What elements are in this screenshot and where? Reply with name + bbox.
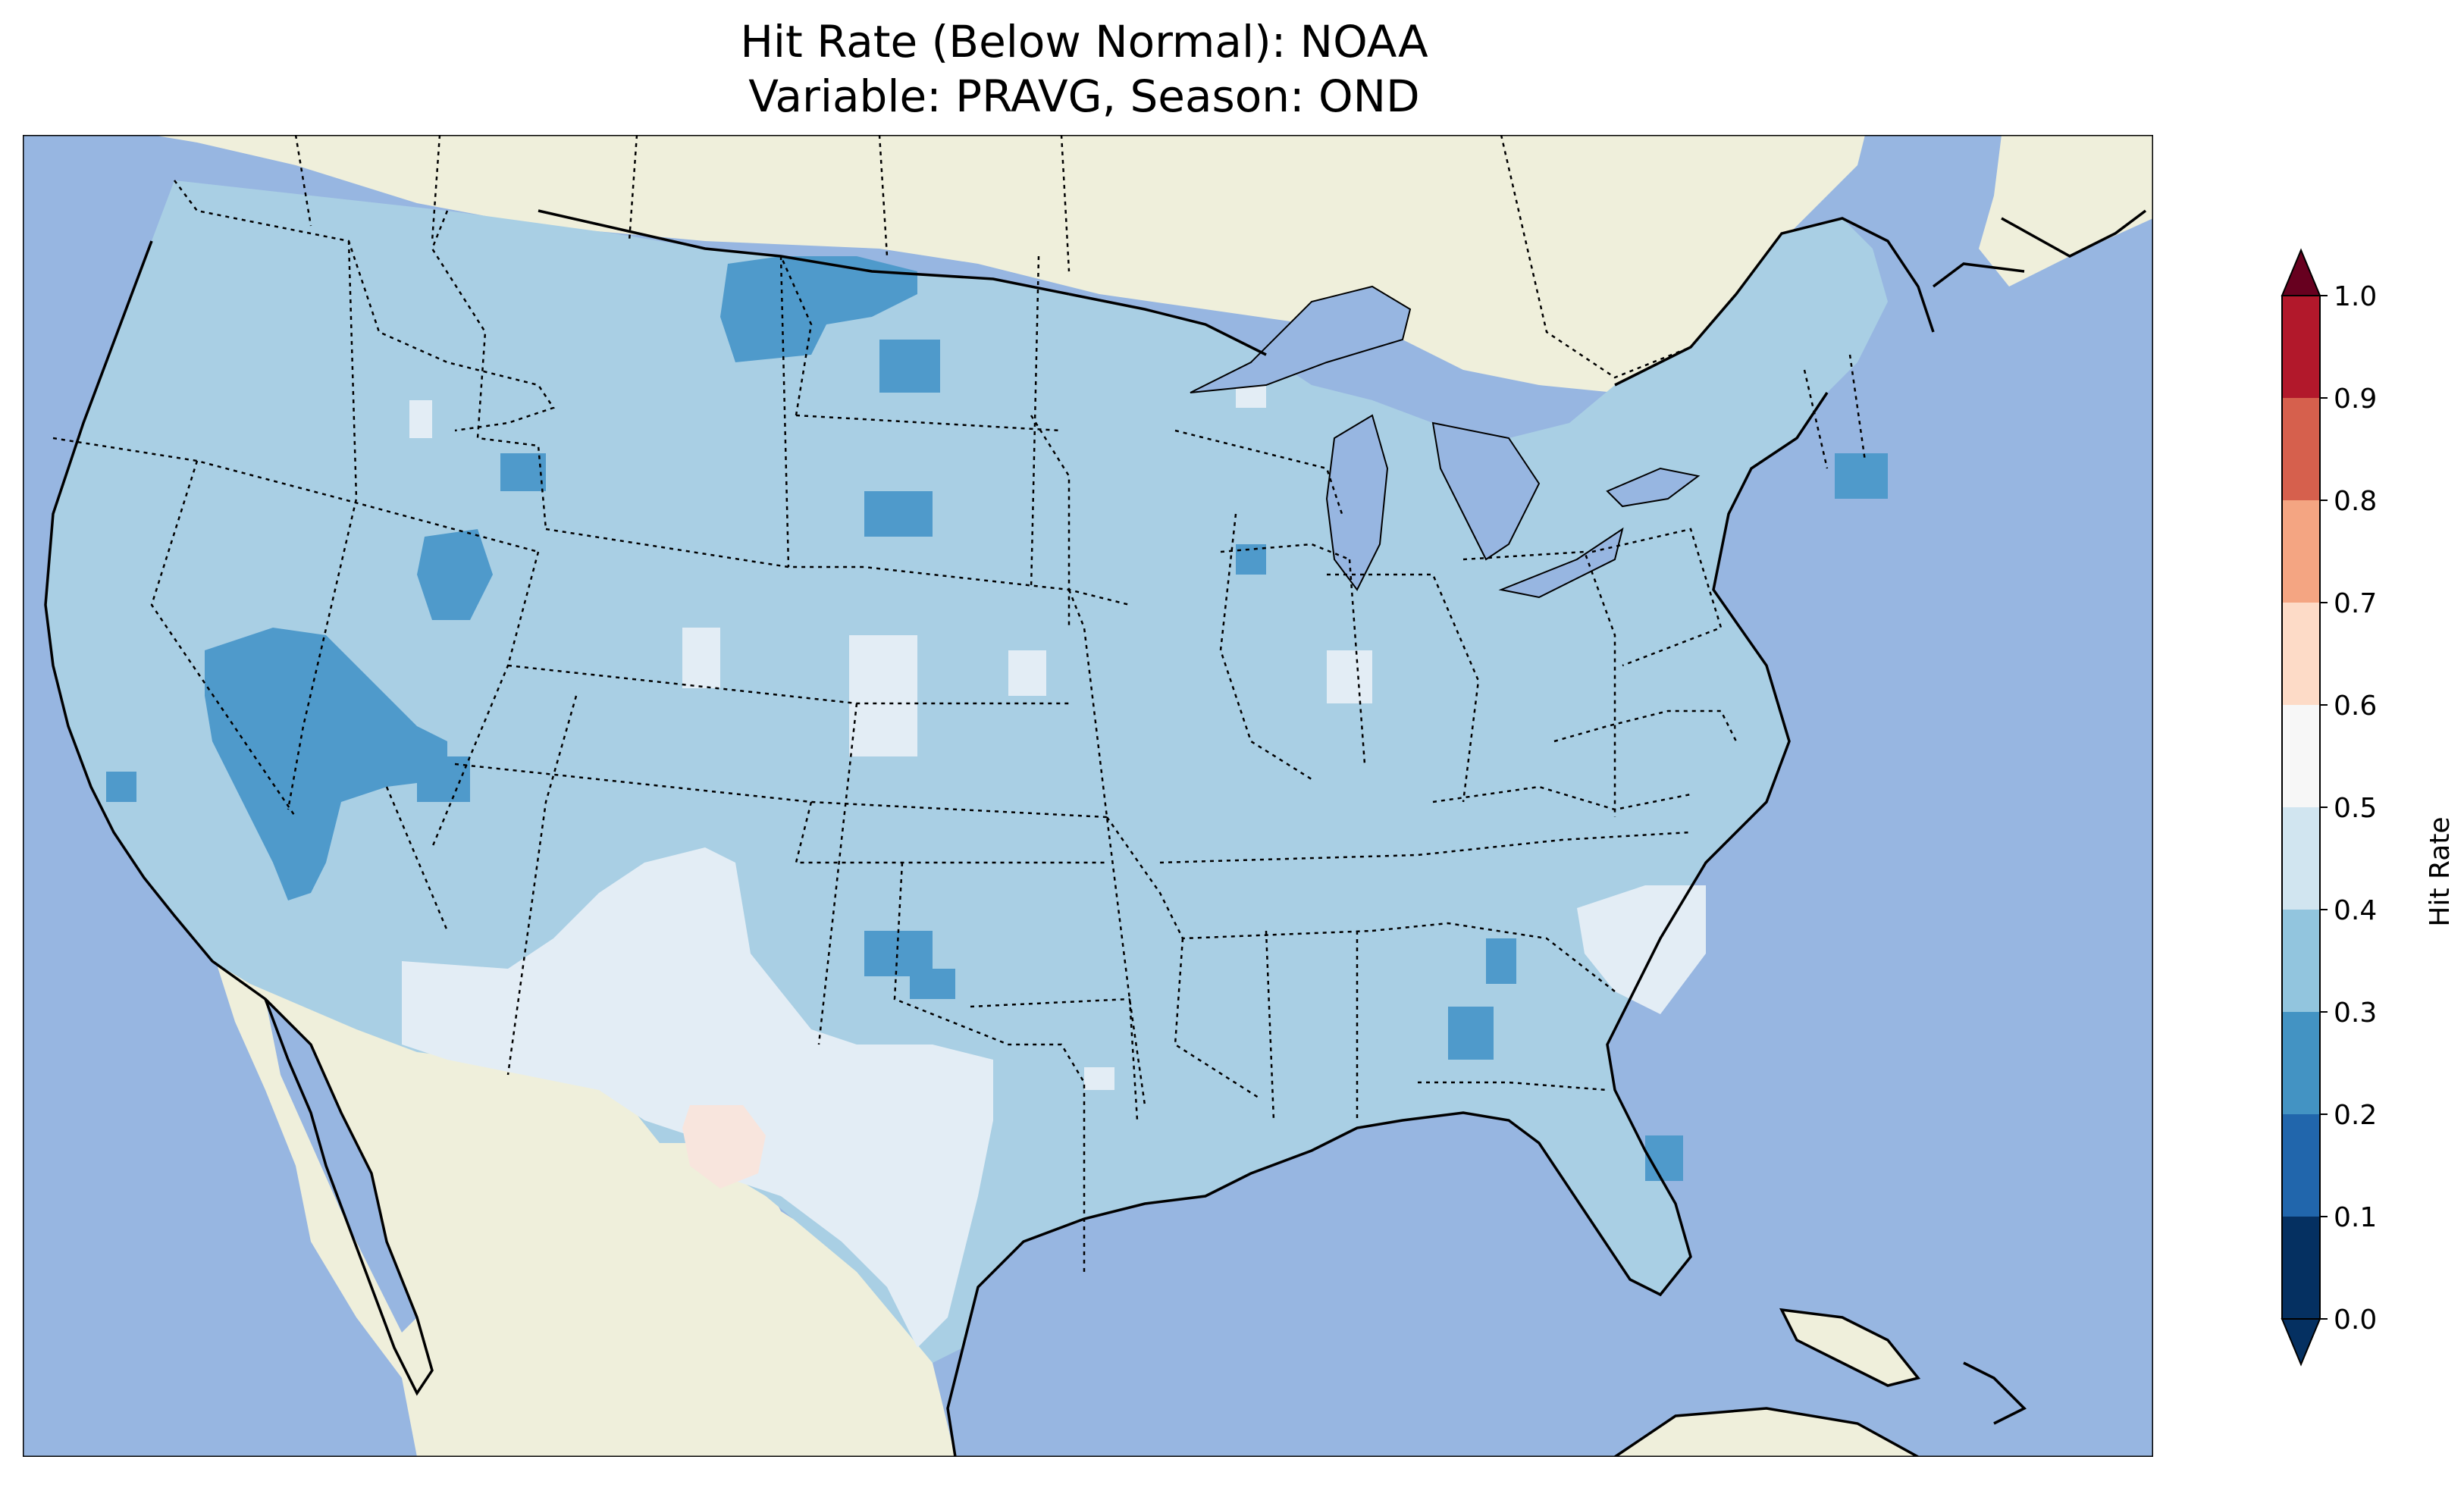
ct-patch [1835, 453, 1888, 499]
colorbar-bin [2282, 296, 2320, 399]
colorbar-tick-label: 0.1 [2334, 1202, 2377, 1233]
colorbar-bin [2282, 705, 2320, 808]
colorbar-bin [2282, 1217, 2320, 1320]
international-lines [294, 135, 1691, 379]
kansas-patch [849, 635, 917, 756]
sd-patch [864, 491, 933, 537]
montana-patch [720, 256, 917, 362]
colorbar-tick-label: 0.7 [2334, 588, 2377, 619]
colorado-patch [682, 628, 720, 688]
colorbar-tick-label: 0.8 [2334, 486, 2377, 517]
utah-patch [417, 756, 470, 802]
state-boundaries [52, 180, 1867, 1272]
cuba-land [1782, 1310, 1918, 1386]
chart-subtitle: Variable: PRAVG, Season: OND [748, 70, 1420, 122]
colorbar-bin [2282, 1114, 2320, 1217]
colorbar-bin [2282, 1012, 2320, 1115]
maritimes-land [1979, 135, 2153, 287]
colorbar-bin [2282, 398, 2320, 501]
lake-ontario [1606, 467, 1701, 508]
great-lakes [1190, 285, 1701, 599]
colorbar-tick-label: 0.5 [2334, 793, 2377, 824]
colorbar-upper-extend [2281, 248, 2321, 296]
colorbar-tick-label: 0.4 [2334, 895, 2377, 926]
colorbar: 0.0 0.1 0.2 0.3 0.4 0.5 0.6 0.7 0.8 0.9 1.0 Hit Ra… [2281, 248, 2456, 1367]
patches-0.5-0.6 [682, 1105, 766, 1189]
baja-gulf [265, 999, 417, 1333]
southwest-patch [402, 847, 993, 1348]
idaho-patch [409, 400, 432, 438]
lake-michigan [1325, 414, 1389, 591]
colorbar-tick-label: 0.6 [2334, 691, 2377, 722]
mexico-land [208, 938, 955, 1457]
lake-superior [1190, 285, 1412, 393]
ca-patch [106, 772, 136, 802]
colorbar-tick-label: 0.0 [2334, 1305, 2377, 1336]
colorbar-bin [2282, 807, 2320, 910]
al-patch [1448, 1007, 1494, 1060]
chart-title: Hit Rate (Below Normal): NOAA [740, 16, 1428, 67]
colorbar-lower-extend [2281, 1318, 2321, 1367]
colorbar-tick-label: 1.0 [2334, 281, 2377, 312]
colorbar-tick-label: 0.9 [2334, 384, 2377, 415]
nevada-patch [205, 628, 447, 900]
map-panel [23, 135, 2153, 1457]
colorbar-tick-label: 0.3 [2334, 998, 2377, 1029]
nd-patch [879, 340, 940, 393]
colorbar-bin [2282, 500, 2320, 603]
idaho-patch-2 [500, 453, 546, 491]
colorbar-bin [2282, 603, 2320, 706]
colorbar-ticks: 0.0 0.1 0.2 0.3 0.4 0.5 0.6 0.7 0.8 0.9 1.0 [2320, 281, 2377, 1336]
lake-erie [1498, 527, 1624, 599]
colorbar-label: Hit Rate [2425, 816, 2456, 926]
colorbar-tick-label: 0.2 [2334, 1100, 2377, 1131]
colorbar-bin [2282, 910, 2320, 1013]
lake-huron [1431, 421, 1541, 561]
oregon-east-patch [417, 529, 493, 620]
coastlines [44, 209, 2147, 1457]
canada-land [152, 135, 1865, 393]
fl-patch [1645, 1135, 1683, 1181]
wi-il-patch [1236, 544, 1266, 575]
nebraska-patch [1008, 650, 1046, 696]
south-land [1615, 1408, 1918, 1457]
west-texas-patch [682, 1105, 766, 1189]
oklahoma-patch-2 [910, 969, 955, 999]
ga-patch [1486, 938, 1516, 984]
indiana-patch [1327, 650, 1372, 703]
texas-gulf-patch [1084, 1067, 1114, 1090]
colorbar-blocks [2281, 248, 2321, 1367]
land-areas [152, 135, 2153, 1457]
